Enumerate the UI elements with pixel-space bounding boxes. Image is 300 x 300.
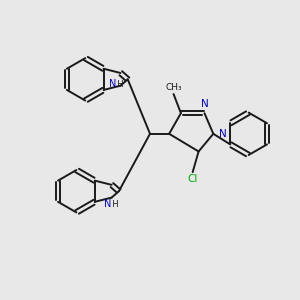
Text: H: H xyxy=(112,80,124,89)
Text: H: H xyxy=(107,200,119,208)
Text: N: N xyxy=(201,99,209,109)
Text: Cl: Cl xyxy=(187,174,197,184)
Text: N: N xyxy=(103,199,111,209)
Text: CH₃: CH₃ xyxy=(165,83,182,92)
Text: N: N xyxy=(109,79,116,89)
Text: N: N xyxy=(219,129,226,139)
